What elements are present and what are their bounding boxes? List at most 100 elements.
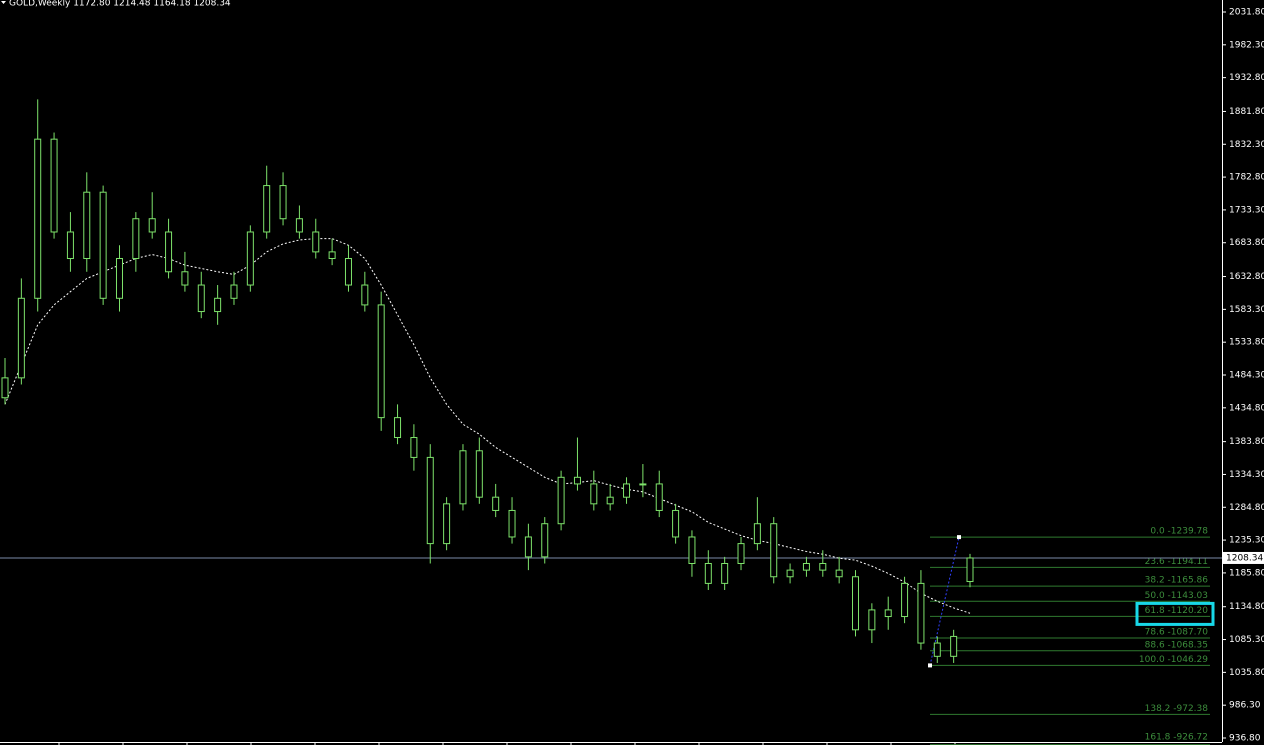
candle-body	[263, 185, 271, 233]
candle-body	[328, 251, 336, 260]
y-tick-label: 1085.30	[1229, 635, 1264, 645]
fib-label: 61.8 -1120.20	[1145, 606, 1209, 616]
candle-body	[606, 496, 614, 505]
candle-body	[165, 231, 173, 273]
candle-body	[802, 562, 810, 571]
fib-anchor	[928, 663, 932, 668]
y-tick-label: 1235.30	[1229, 536, 1264, 546]
y-tick-label: 1383.80	[1229, 437, 1264, 447]
candle-body	[214, 297, 222, 313]
candle-body	[17, 297, 25, 379]
candle-body	[524, 536, 532, 558]
y-tick-label: 1134.80	[1229, 602, 1264, 612]
fib-label: 138.2 -972.38	[1145, 704, 1209, 714]
candle-body	[933, 642, 941, 657]
candle-body	[835, 569, 843, 578]
y-tick-label: 1881.80	[1229, 107, 1264, 117]
y-tick-label: 1533.80	[1229, 338, 1264, 348]
candle-body	[868, 609, 876, 631]
y-tick-label: 1185.80	[1229, 568, 1264, 578]
chart-title: GOLD,Weekly 1172.80 1214.48 1164.18 1208…	[9, 0, 231, 9]
fib-anchor	[957, 535, 961, 540]
fib-label: 23.6 -1194.11	[1145, 557, 1208, 567]
candle-body	[312, 231, 320, 253]
symbol-arrow	[1, 1, 6, 4]
y-tick-label: 1334.30	[1229, 470, 1264, 480]
y-tick-label: 1982.30	[1229, 40, 1264, 50]
candle-body	[950, 635, 958, 657]
candle-body	[34, 138, 42, 299]
candle-body	[1, 377, 9, 399]
candle-body	[852, 576, 860, 631]
fib-label: 38.2 -1165.86	[1145, 576, 1209, 586]
candle-body	[655, 483, 663, 511]
candle-body	[443, 503, 451, 545]
candle-body	[132, 218, 140, 260]
y-tick-label: 1932.80	[1229, 73, 1264, 83]
candle-body	[246, 231, 254, 286]
y-tick-label: 1683.80	[1229, 238, 1264, 248]
candle-body	[197, 284, 205, 313]
last-price-label: 1208.34	[1226, 553, 1263, 563]
y-tick-label: 1583.30	[1229, 305, 1264, 315]
candle-body	[590, 483, 598, 505]
fib-label: 78.6 -1087.70	[1145, 627, 1209, 637]
y-tick-label: 1782.80	[1229, 173, 1264, 183]
candle-body	[508, 509, 516, 538]
candle-body	[426, 456, 434, 545]
candle-body	[230, 284, 238, 299]
candle-body	[770, 523, 778, 578]
y-tick-label: 1832.30	[1229, 140, 1264, 150]
candle-body	[704, 562, 712, 584]
candle-body	[295, 218, 303, 233]
candle-body	[737, 543, 745, 564]
candle-body	[99, 191, 107, 299]
y-tick-label: 1284.80	[1229, 503, 1264, 513]
y-tick-label: 2031.80	[1229, 8, 1264, 18]
candle-body	[901, 582, 909, 618]
candle-body	[459, 450, 467, 505]
highlight-box	[1135, 601, 1215, 626]
candle-body	[639, 483, 647, 486]
y-tick-label: 1035.80	[1229, 668, 1264, 678]
candle-body	[573, 476, 581, 485]
candle-body	[884, 609, 892, 618]
candle-body	[181, 271, 189, 286]
last-price-tag	[1223, 551, 1264, 564]
candle-body	[753, 523, 761, 545]
fib-label: 100.0 -1046.29	[1139, 655, 1208, 665]
candle-body	[721, 562, 729, 584]
y-tick-label: 936.80	[1229, 734, 1261, 744]
candle-body	[344, 258, 352, 286]
candle-body	[115, 258, 123, 299]
candle-body	[148, 218, 156, 233]
fib-label: 88.6 -1068.35	[1145, 640, 1208, 650]
candle-body	[279, 185, 287, 220]
candle-body	[66, 231, 74, 260]
y-tick-label: 986.30	[1229, 701, 1261, 711]
fib-label: 50.0 -1143.03	[1145, 591, 1208, 601]
candle-body	[410, 437, 418, 458]
fib-label: 0.0 -1239.78	[1150, 527, 1208, 537]
y-tick-label: 1434.80	[1229, 403, 1264, 413]
candle-body	[557, 476, 565, 525]
candle-body	[966, 557, 974, 583]
y-tick-label: 1632.80	[1229, 272, 1264, 282]
candle-body	[377, 304, 385, 419]
candle-body	[672, 509, 680, 538]
candle-body	[541, 523, 549, 558]
candle-body	[50, 138, 58, 233]
candle-body	[819, 562, 827, 571]
candle-body	[492, 496, 500, 511]
candle-body	[475, 450, 483, 498]
candle-body	[83, 191, 91, 260]
candle-body	[394, 417, 402, 439]
candle-body	[688, 536, 696, 564]
candle-body	[623, 483, 631, 498]
fib-label: 161.8 -926.72	[1145, 733, 1208, 743]
candle-body	[786, 569, 794, 578]
candle-body	[361, 284, 369, 306]
candle-body	[917, 582, 925, 644]
